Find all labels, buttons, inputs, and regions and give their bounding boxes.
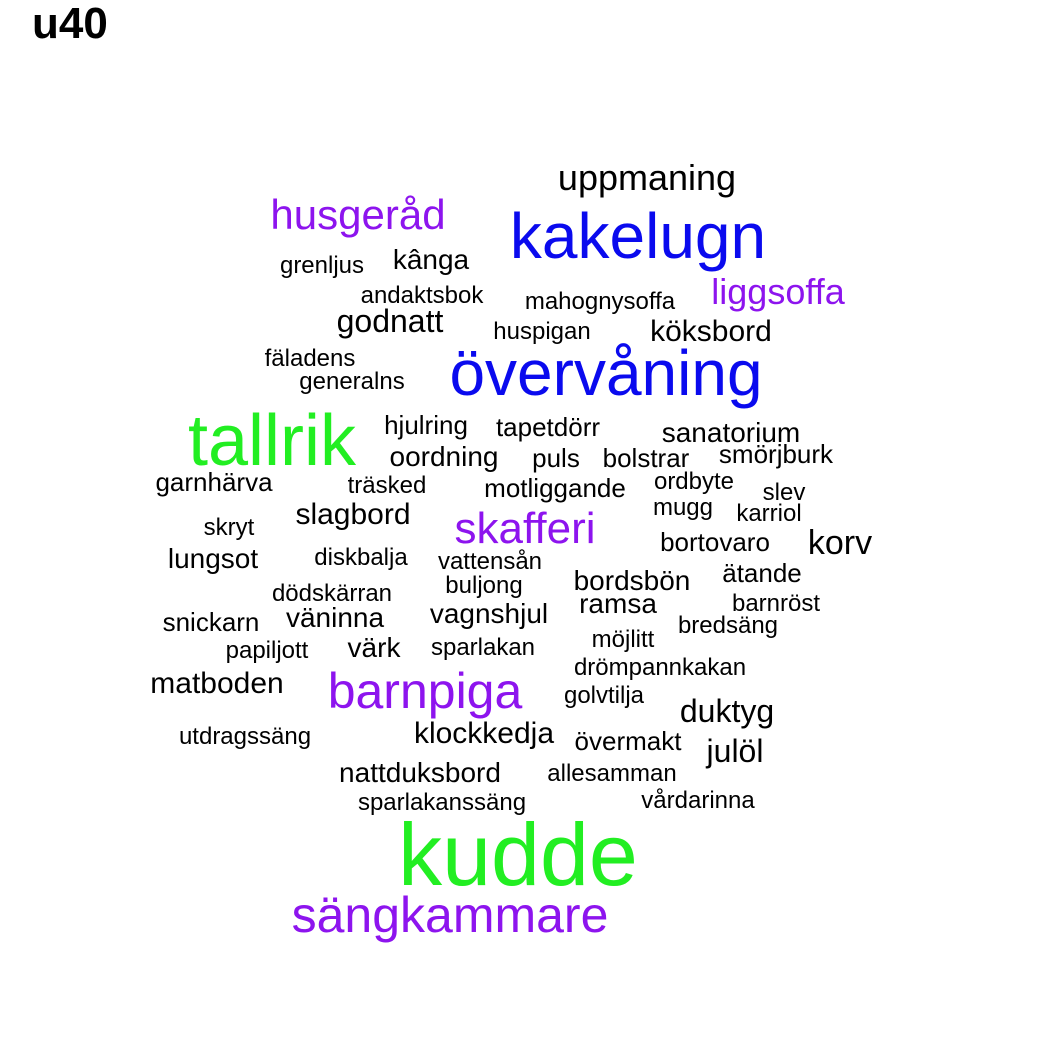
word-11: köksbord — [650, 315, 772, 348]
word-65: sparlakanssäng — [358, 789, 526, 816]
page-title: u40 — [32, 0, 108, 48]
word-7: husgeråd — [270, 191, 445, 238]
word-48: vagnshjul — [430, 598, 548, 629]
word-41: bordsbön — [574, 565, 691, 596]
word-32: mugg — [653, 494, 713, 521]
word-14: andaktsbok — [361, 282, 485, 309]
word-49: bredsäng — [678, 612, 778, 639]
word-57: duktyg — [680, 693, 774, 729]
word-55: matboden — [150, 667, 283, 700]
word-45: ramsa — [579, 588, 657, 619]
word-59: klockkedja — [414, 717, 554, 750]
word-10: godnatt — [337, 303, 444, 339]
word-30: slev — [763, 479, 806, 506]
word-9: uppmaning — [558, 157, 736, 198]
word-56: golvtilja — [564, 682, 645, 709]
word-13: grenljus — [280, 252, 364, 279]
word-19: hjulring — [384, 410, 468, 440]
word-2: kakelugn — [510, 200, 766, 272]
word-39: vattensån — [438, 548, 542, 575]
word-35: bortovaro — [660, 527, 770, 557]
word-15: mahognysoffa — [525, 288, 676, 315]
word-20: tapetdörr — [496, 412, 600, 442]
word-27: träsked — [348, 472, 427, 499]
word-58: utdragssäng — [179, 723, 311, 750]
word-29: ordbyte — [654, 468, 734, 495]
word-18: generalns — [299, 368, 404, 395]
word-0: kudde — [398, 805, 638, 904]
word-42: buljong — [445, 572, 522, 599]
word-47: väninna — [286, 602, 385, 633]
word-33: karriol — [736, 500, 801, 527]
word-23: puls — [532, 443, 580, 473]
word-61: julöl — [706, 733, 764, 769]
word-63: allesamman — [547, 760, 676, 787]
word-43: dödskärran — [272, 580, 392, 607]
word-54: drömpannkakan — [574, 654, 746, 681]
word-53: sparlakan — [431, 634, 535, 661]
word-17: fäladens — [265, 345, 356, 372]
word-37: lungsot — [168, 543, 259, 574]
word-52: värk — [348, 632, 402, 663]
word-38: diskbalja — [314, 544, 408, 571]
word-46: snickarn — [163, 607, 260, 637]
word-22: oordning — [390, 441, 499, 472]
word-40: ätande — [722, 558, 802, 588]
word-12: kânga — [393, 244, 470, 275]
word-25: smörjburk — [719, 439, 834, 469]
word-64: vårdarinna — [641, 787, 755, 814]
word-44: barnröst — [732, 590, 820, 617]
word-28: motliggande — [484, 473, 626, 503]
word-6: skafferi — [454, 504, 595, 553]
word-60: övermakt — [575, 726, 683, 756]
word-34: skryt — [204, 514, 255, 541]
word-16: huspigan — [493, 318, 590, 345]
word-4: sängkammare — [292, 887, 609, 943]
word-26: garnhärva — [155, 467, 273, 497]
word-3: övervåning — [449, 337, 762, 409]
word-31: slagbord — [295, 498, 410, 531]
word-21: sanatorium — [662, 417, 801, 448]
word-51: papiljott — [226, 637, 309, 664]
word-8: liggsoffa — [711, 271, 845, 312]
word-1: tallrik — [188, 401, 357, 481]
word-5: barnpiga — [328, 663, 523, 719]
word-50: möjlitt — [592, 626, 655, 653]
word-62: nattduksbord — [339, 757, 501, 788]
word-24: bolstrar — [603, 443, 690, 473]
word-36: korv — [808, 524, 872, 562]
